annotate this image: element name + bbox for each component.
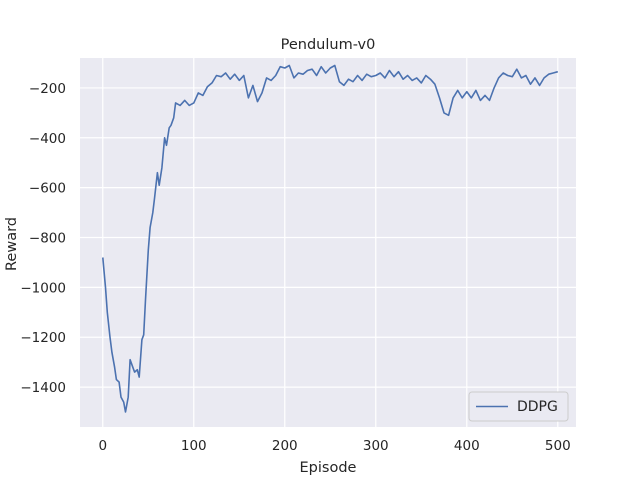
y-tick-label: −1200 <box>20 330 66 346</box>
y-tick-label: −200 <box>29 81 66 97</box>
chart-title: Pendulum-v0 <box>281 37 376 53</box>
plot-area <box>80 58 576 427</box>
y-axis-ticks: −1400 −1200 −1000 −800 −600 −400 −200 <box>20 81 66 396</box>
series-line-ddpg <box>102 64 559 413</box>
x-tick-label: 300 <box>363 438 389 454</box>
legend-box <box>468 391 569 422</box>
x-tick-label: 500 <box>545 438 571 454</box>
y-tick-label: −1400 <box>20 380 66 396</box>
legend: DDPG <box>468 391 569 422</box>
x-tick-label: 200 <box>272 438 298 454</box>
y-tick-label: −800 <box>29 231 66 247</box>
x-axis-label: Episode <box>300 460 357 476</box>
y-tick-label: −1000 <box>20 280 66 296</box>
x-tick-label: 0 <box>98 438 107 454</box>
y-tick-label: −400 <box>29 131 66 147</box>
legend-label-ddpg: DDPG <box>517 399 558 415</box>
y-tick-label: −600 <box>29 181 66 197</box>
x-tick-label: 400 <box>454 438 480 454</box>
y-axis-label: Reward <box>4 217 20 271</box>
x-axis-ticks: 0 100 200 300 400 500 <box>98 438 570 454</box>
x-tick-label: 100 <box>181 438 207 454</box>
